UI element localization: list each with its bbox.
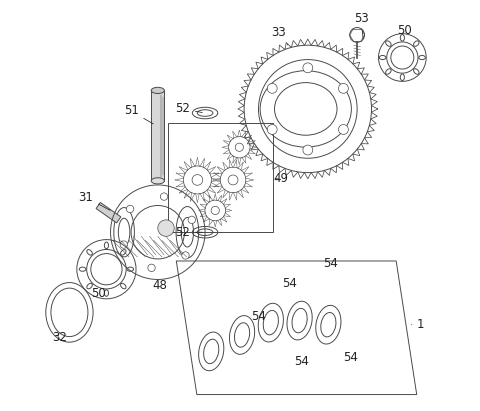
Circle shape [120,241,128,248]
Text: 1: 1 [411,318,425,331]
Circle shape [160,193,168,200]
Circle shape [303,63,313,73]
Text: 32: 32 [52,330,67,344]
Text: 54: 54 [251,310,266,323]
FancyBboxPatch shape [151,90,164,181]
Circle shape [182,252,189,259]
Text: 52: 52 [175,226,202,239]
Text: 54: 54 [344,351,359,364]
Circle shape [188,216,195,224]
Circle shape [303,145,313,155]
Ellipse shape [151,88,164,93]
Text: 54: 54 [294,355,309,368]
Text: 50: 50 [91,287,106,300]
Text: 54: 54 [323,256,338,270]
Circle shape [267,83,277,93]
Text: 33: 33 [272,26,288,45]
Circle shape [267,125,277,134]
Circle shape [158,220,174,236]
Text: 51: 51 [124,104,153,124]
Circle shape [126,205,134,212]
Circle shape [338,125,348,134]
Text: 48: 48 [153,279,168,292]
Text: 52: 52 [175,102,203,115]
Circle shape [338,83,348,93]
Text: 53: 53 [354,12,369,38]
Text: 31: 31 [78,191,110,210]
Ellipse shape [151,178,164,184]
Polygon shape [96,203,121,223]
Text: 54: 54 [282,277,297,290]
Text: 49: 49 [274,172,288,185]
Text: 50: 50 [397,24,412,37]
Circle shape [148,264,155,272]
